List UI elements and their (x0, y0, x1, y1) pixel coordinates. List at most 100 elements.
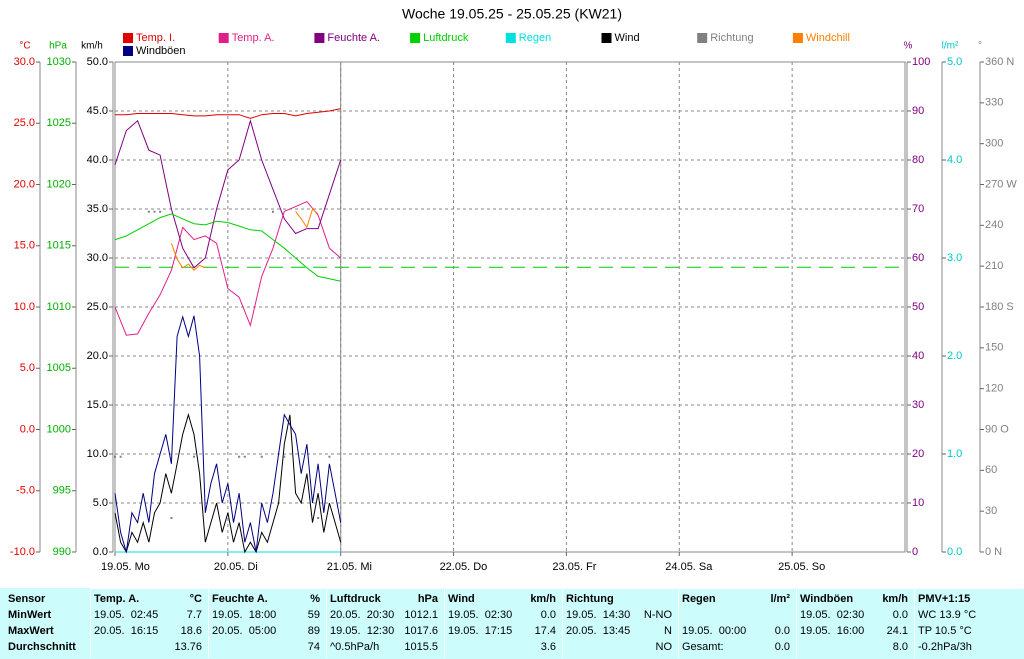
cell-time: 19.05. 02:45 (94, 609, 159, 621)
y-tick-label: 0.0 (20, 423, 35, 435)
legend-swatch (505, 33, 516, 43)
cell-value: 0.0 (774, 641, 790, 653)
cell-time: 19.05. 18:00 (212, 609, 277, 621)
cell-time: 19.05. 12:30 (330, 625, 395, 637)
cell-time: 19.05. 16:00 (800, 625, 865, 637)
cell-value: 24.1 (886, 625, 908, 637)
cell-time: 19.05. 02:30 (800, 609, 865, 621)
cell-value: 18.6 (180, 625, 202, 637)
cell-value: 17.4 (534, 625, 556, 637)
y-tick-label: 210 (985, 260, 1003, 272)
cell-value: 0.0 (540, 609, 556, 621)
column-box (678, 588, 795, 658)
cell-value: 74 (307, 641, 320, 653)
column-title: Regen (682, 593, 716, 605)
cell-time: 19.05. 14:30 (566, 609, 631, 621)
y-tick-label: 4.0 (947, 154, 962, 166)
axis-unit: ° (978, 41, 982, 52)
legend-swatch (314, 33, 325, 43)
x-tick-label: 21.05. Mi (327, 561, 372, 573)
direction-dot (147, 210, 150, 213)
y-tick-label: 0 (912, 546, 918, 558)
x-tick-label: 19.05. Mo (101, 561, 150, 573)
chart: Woche 19.05.25 - 25.05.25 (KW21) °C 30.0 2… (10, 6, 1017, 573)
y-tick-label: 10 (912, 497, 924, 509)
y-tick-label: 25.0 (87, 301, 108, 313)
cell-value: 59 (307, 609, 320, 621)
legend-label: Temp. A. (232, 32, 275, 44)
cell-value: 7.7 (186, 609, 202, 621)
y-tick-label: 40 (912, 350, 924, 362)
series-line (115, 108, 341, 119)
legend-swatch (218, 33, 229, 43)
axis-unit: % (904, 41, 913, 52)
y-tick-label: 70 (912, 203, 924, 215)
y-tick-label: 80 (912, 154, 924, 166)
y-tick-label: 40.0 (87, 154, 108, 166)
direction-dot (283, 455, 286, 458)
cell-value: NO (655, 641, 673, 653)
cell-value: N-NO (643, 609, 672, 621)
y-tick-label: 90 O (985, 423, 1009, 435)
cell-time: 19.05. 02:30 (448, 609, 513, 621)
direction-dot (114, 455, 116, 458)
column-box (208, 588, 325, 658)
column-title: Wind (448, 593, 475, 605)
column-box (444, 588, 561, 658)
column-title: Luftdruck (330, 593, 381, 605)
y-tick-label: 240 (985, 219, 1003, 231)
y-tick-label: 30.0 (87, 252, 108, 264)
cell-value: 8.0 (892, 641, 908, 653)
direction-dot (170, 516, 173, 519)
summary-table: Sensor MinWert MaxWert Durchschnitt Temp. A.… (0, 588, 1024, 659)
axis-unit: °C (19, 41, 30, 52)
cell-time: WC 13.9 °C (918, 609, 977, 621)
legend-label: Regen (519, 32, 551, 44)
direction-dot (238, 455, 241, 458)
legend-swatch (792, 33, 803, 43)
y-tick-label: 25.0 (14, 117, 35, 129)
y-tick-label: 10.0 (14, 301, 35, 313)
y-tick-label: 330 (985, 97, 1003, 109)
y-tick-label: 20 (912, 448, 924, 460)
direction-dot (159, 210, 162, 213)
column-unit: km/h (882, 593, 908, 605)
legend-swatch (697, 33, 708, 43)
y-tick-label: 50 (912, 301, 924, 313)
y-tick-label: 180 S (985, 301, 1014, 313)
cell-time: 20.05. 05:00 (212, 625, 277, 637)
cell-value: N (664, 625, 672, 637)
axis-unit: l/m² (942, 41, 959, 52)
y-tick-label: 20.0 (87, 350, 108, 362)
cell-value: 1012.1 (404, 609, 438, 621)
series-line (114, 213, 341, 282)
y-tick-label: 1000 (47, 423, 71, 435)
series-line (114, 200, 342, 336)
direction-dot (260, 455, 263, 458)
column-box (914, 588, 1023, 658)
x-tick-label: 22.05. Do (440, 561, 488, 573)
y-tick-label: 15.0 (87, 399, 108, 411)
column-box (562, 588, 677, 658)
column-unit: hPa (417, 593, 438, 605)
legend-swatch (123, 33, 133, 43)
x-tick-label: 24.05. Sa (665, 561, 713, 573)
x-tick-label: 23.05. Fr (552, 561, 596, 573)
y-tick-label: 5.0 (93, 497, 108, 509)
column-box (326, 588, 443, 658)
column-title: Feuchte A. (212, 593, 268, 605)
y-tick-label: -10.0 (10, 546, 35, 558)
column-title: Windböen (800, 593, 854, 605)
y-tick-label: 60 (912, 252, 924, 264)
column-unit: °C (189, 593, 202, 605)
y-tick-label: 1020 (47, 178, 71, 190)
direction-dot (317, 516, 320, 519)
legend-swatch (123, 46, 133, 56)
chart-title: Woche 19.05.25 - 25.05.25 (KW21) (402, 6, 622, 22)
direction-dot (243, 455, 246, 458)
y-tick-label: 3.0 (947, 252, 962, 264)
legend-label: Windböen (136, 45, 186, 57)
cell-value: 3.6 (540, 641, 556, 653)
column-unit: km/h (530, 593, 556, 605)
